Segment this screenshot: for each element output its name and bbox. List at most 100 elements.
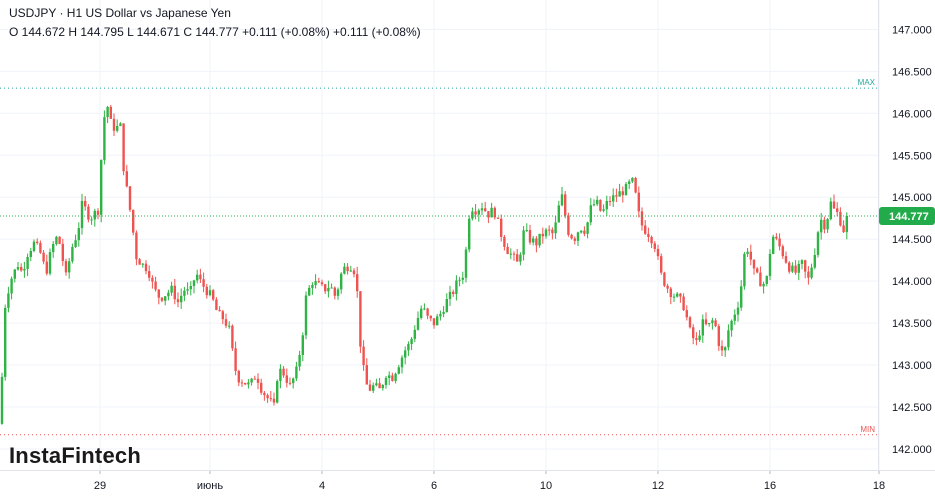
candle-body [64,261,68,273]
candle-body [797,263,800,273]
candle-body [218,309,221,312]
candle-body [708,323,711,325]
candle-body [839,211,842,226]
candle-body [58,236,61,244]
candle-body [263,392,266,396]
candle-body [135,232,138,260]
candle-body [685,310,688,318]
candle-body [170,285,173,293]
candle-body [583,230,586,234]
candle-body [487,211,490,218]
candle-body [576,232,580,241]
candle-body [208,290,212,296]
candle-body [55,236,58,245]
candle-body [429,315,432,319]
candle-body [720,346,724,351]
candle-body [42,252,45,262]
candle-body [288,382,292,384]
candles [0,104,848,425]
candle-body [695,338,698,341]
candle-body [183,290,186,296]
y-tick-label: 144.500 [892,234,932,246]
candle-body [202,279,205,287]
x-tick-label: 18 [873,480,885,492]
candle-body [394,373,397,381]
candle-body [343,266,346,274]
candle-body [276,381,279,403]
y-tick-label: 146.500 [892,66,932,78]
candle-body [772,236,775,254]
candle-body [112,118,116,131]
last-price-tag [879,206,935,225]
candle-body [141,263,144,265]
candle-body [512,253,516,255]
candle-body [336,289,340,296]
candle-body [570,234,573,239]
candle-body [423,308,426,310]
y-tick-label: 144.000 [892,276,932,288]
candle-body [663,272,666,286]
candle-body [468,218,471,250]
candle-body [231,325,234,349]
brand-logo: InstaFintech [9,443,141,468]
candle-body [631,177,634,182]
candle-body [554,222,557,234]
candle-body [279,368,282,382]
candle-body [148,271,151,278]
candle-body [349,270,352,272]
candle-body [250,378,253,383]
candle-body [420,308,423,318]
grid [0,0,880,470]
candle-body [688,317,692,328]
candle-body [196,274,199,281]
candle-body [352,270,356,275]
candle-body [669,288,672,298]
candle-body [503,236,506,247]
candle-body [551,229,554,234]
candle-body [186,289,189,291]
symbol-title: USDJPY · H1 US Dollar vs Japanese Yen [9,6,231,20]
candle-body [122,123,125,172]
candle-body [452,291,455,294]
candle-body [493,207,496,218]
y-tick-label: 142.500 [892,402,932,414]
y-tick-label: 145.000 [892,192,932,204]
candle-body [733,314,736,321]
candle-body [132,209,135,233]
candle-body [160,297,164,301]
candle-body [653,243,656,249]
candle-body [324,284,327,292]
candle-body [426,308,429,316]
candle-body [564,194,567,216]
candle-body [77,228,80,241]
candle-body [784,256,788,263]
candle-body [362,346,365,366]
candle-body [138,259,141,265]
candle-body [560,194,564,206]
candle-body [45,261,48,274]
candle-body [10,278,13,294]
candle-body [535,238,538,246]
y-tick-label: 143.500 [892,318,932,330]
candle-body [416,317,420,330]
candle-body [528,230,532,243]
candle-body [247,382,250,385]
candle-body [845,215,848,233]
x-tick-label: 6 [431,480,437,492]
candle-body [829,201,832,220]
x-tick-label: 16 [764,480,776,492]
candle-body [413,329,416,339]
candle-body [0,376,4,424]
candle-body [788,262,791,272]
candle-body [586,222,589,234]
candle-body [237,370,240,383]
candle-body [68,261,71,273]
candle-body [39,242,42,253]
candle-body [52,244,55,253]
candle-body [269,398,272,400]
candle-body [304,295,308,336]
candle-body [244,382,247,385]
candle-body [282,368,285,376]
